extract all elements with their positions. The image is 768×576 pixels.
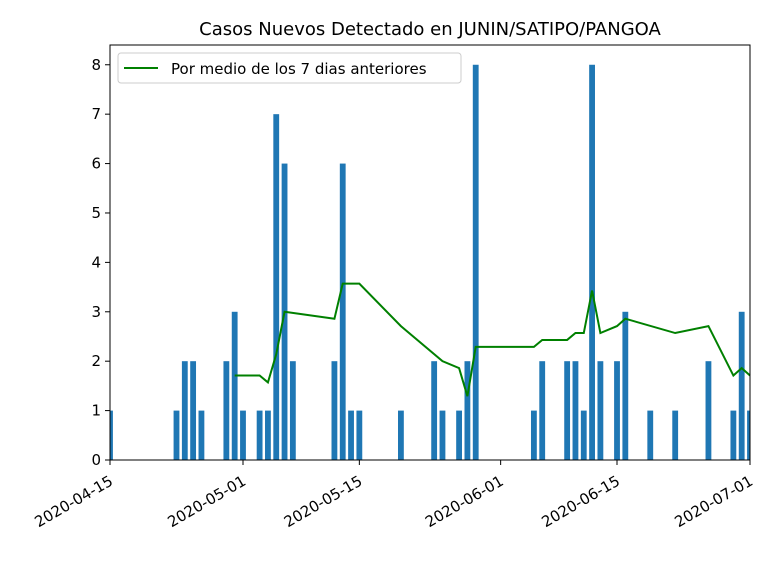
bar <box>265 410 271 460</box>
bar <box>614 361 620 460</box>
bar <box>190 361 197 460</box>
bar <box>231 311 238 460</box>
bar <box>173 410 180 460</box>
bar <box>747 410 750 460</box>
chart-title: Casos Nuevos Detectado en JUNIN/SATIPO/P… <box>199 19 661 40</box>
bar <box>223 361 230 460</box>
bar <box>289 361 296 460</box>
bar <box>539 361 546 460</box>
bar <box>256 410 263 460</box>
bar <box>464 361 471 460</box>
y-tick-label: 3 <box>91 303 101 321</box>
plot-frame <box>109 44 751 461</box>
bar <box>580 410 587 460</box>
bar <box>705 361 712 460</box>
bar <box>597 361 604 460</box>
moving-average-series <box>234 282 751 397</box>
y-tick-label: 6 <box>91 155 101 173</box>
bar <box>339 163 346 461</box>
bar <box>431 361 438 460</box>
bar <box>356 410 363 460</box>
y-tick-label: 5 <box>91 204 101 222</box>
bar <box>439 410 446 460</box>
bar <box>331 361 338 460</box>
y-tick-label: 8 <box>91 56 101 74</box>
y-axis: 0 1 2 3 4 5 6 7 8 <box>91 56 110 469</box>
bar <box>647 410 654 460</box>
legend-label: Por medio de los 7 dias anteriores <box>171 60 427 78</box>
y-tick-label: 0 <box>91 451 101 469</box>
y-tick-label: 2 <box>91 352 101 370</box>
bar <box>672 410 679 460</box>
bar <box>456 410 462 460</box>
bar <box>730 410 737 460</box>
bar <box>572 361 579 460</box>
bar <box>110 410 113 460</box>
bar <box>240 410 246 460</box>
moving-average-line <box>234 282 751 397</box>
bar <box>622 311 629 460</box>
bar <box>564 361 571 460</box>
bar <box>181 361 188 460</box>
y-tick-label: 4 <box>91 253 101 271</box>
bar <box>273 114 280 461</box>
y-tick-label: 7 <box>91 105 101 123</box>
bar <box>530 410 537 460</box>
bar <box>472 64 479 460</box>
bar <box>348 410 354 460</box>
bar <box>198 410 205 460</box>
legend: Por medio de los 7 dias anteriores <box>117 52 462 84</box>
bar <box>589 64 595 460</box>
y-tick-label: 1 <box>91 402 101 420</box>
bar <box>738 311 745 460</box>
legend-box <box>117 52 462 84</box>
bar <box>398 410 404 460</box>
